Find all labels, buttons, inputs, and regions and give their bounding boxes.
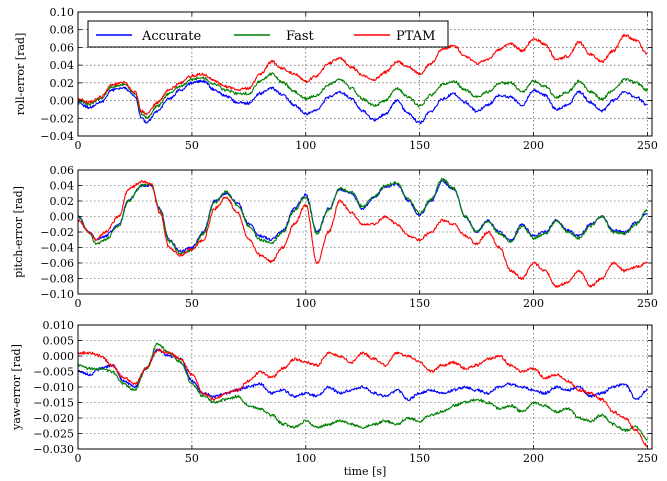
pitch-series-ptam [77,179,648,288]
pitch-y-tick-label: 0.04 [50,180,75,193]
yaw-y-tick-label: −0.020 [33,412,74,425]
pitch-y-tick-label: 0.06 [50,164,75,177]
pitch-x-tick-label: 150 [409,297,430,310]
roll-y-tick-label: 0.08 [50,24,75,37]
pitch-ticks: 0 50 100 150 200 250 −0.10 −0.08 −0.06 −0.04 −0.02… [40,164,658,310]
pitch-y-axis-label: pitch-error [rad] [12,186,25,278]
roll-y-tick-label: 0.02 [50,77,75,90]
roll-ticks: 0 50 100 150 200 250 −0.04 −0.02 0.00 0.02 0.04 0.0… [40,6,658,152]
yaw-x-tick-label: 100 [295,452,316,465]
pitch-x-tick-label: 200 [523,297,544,310]
roll-x-tick-label: 0 [75,139,82,152]
pitch-y-tick-label: 0.00 [50,211,75,224]
roll-y-tick-label: 0.06 [50,41,75,54]
pitch-y-tick-label: −0.10 [40,288,74,301]
legend-box [87,20,449,48]
yaw-ticks: 0 50 100 150 200 250 −0.030 −0.025 −0.020 −0.015 −… [33,319,658,465]
roll-y-tick-label: −0.04 [40,130,74,143]
pitch-y-tick-label: −0.08 [40,273,74,286]
yaw-y-tick-label: −0.015 [33,397,74,410]
pitch-y-tick-label: −0.06 [40,257,74,270]
yaw-x-tick-label: 0 [75,452,82,465]
yaw-y-tick-label: −0.010 [33,381,74,394]
yaw-y-tick-label: 0.010 [43,319,75,332]
yaw-y-tick-label: −0.030 [33,443,74,456]
yaw-y-tick-label: 0.005 [43,335,75,348]
yaw-y-axis-label: yaw-error [rad] [10,344,23,431]
roll-y-tick-label: 0.00 [50,95,75,108]
roll-x-tick-label: 200 [523,139,544,152]
roll-x-tick-label: 250 [637,139,658,152]
roll-series-fast [77,72,648,119]
legend-label-ptam: PTAM [396,29,435,44]
yaw-series [77,342,648,448]
yaw-y-tick-label: −0.005 [33,366,74,379]
pitch-y-tick-label: −0.02 [40,226,74,239]
pitch-x-tick-label: 100 [295,297,316,310]
pitch-chart: 0 50 100 150 200 250 −0.10 −0.08 −0.06 −0.04 −0.02… [12,164,658,310]
yaw-x-tick-label: 250 [637,452,658,465]
roll-x-tick-label: 150 [409,139,430,152]
roll-series-accurate [77,79,648,125]
roll-chart: 0 50 100 150 200 250 −0.04 −0.02 0.00 0.02 0.04 0.0… [14,6,658,152]
yaw-chart: 0 50 100 150 200 250 −0.030 −0.025 −0.020 −0.015 −… [10,319,658,478]
pitch-series [77,177,648,288]
roll-series-ptam [77,33,648,116]
yaw-x-tick-label: 200 [523,452,544,465]
roll-x-tick-label: 100 [295,139,316,152]
yaw-x-tick-label: 50 [185,452,199,465]
x-axis-label: time [s] [344,465,387,478]
yaw-x-tick-label: 150 [409,452,430,465]
roll-y-tick-label: 0.04 [50,59,75,72]
roll-y-tick-label: 0.10 [50,6,75,19]
legend-label-accurate: Accurate [141,29,202,44]
roll-axes-frame [77,11,653,137]
legend: Accurate Fast PTAM [87,20,449,48]
pitch-x-tick-label: 0 [75,297,82,310]
pitch-x-tick-label: 50 [185,297,199,310]
roll-y-axis-label: roll-error [rad] [14,33,27,115]
yaw-series-fast [77,342,648,441]
roll-series [77,33,648,125]
legend-label-fast: Fast [286,29,315,44]
roll-y-tick-label: −0.02 [40,112,74,125]
roll-x-tick-label: 50 [185,139,199,152]
yaw-y-tick-label: −0.025 [33,428,74,441]
yaw-series-ptam [77,348,648,448]
pitch-series-fast [77,177,648,255]
pitch-y-tick-label: 0.02 [50,195,75,208]
yaw-grid [77,324,652,450]
pitch-y-tick-label: −0.04 [40,242,74,255]
yaw-y-tick-label: 0.000 [43,350,75,363]
pitch-x-tick-label: 250 [637,297,658,310]
yaw-axes-frame [77,324,653,450]
yaw-series-accurate [77,348,648,402]
